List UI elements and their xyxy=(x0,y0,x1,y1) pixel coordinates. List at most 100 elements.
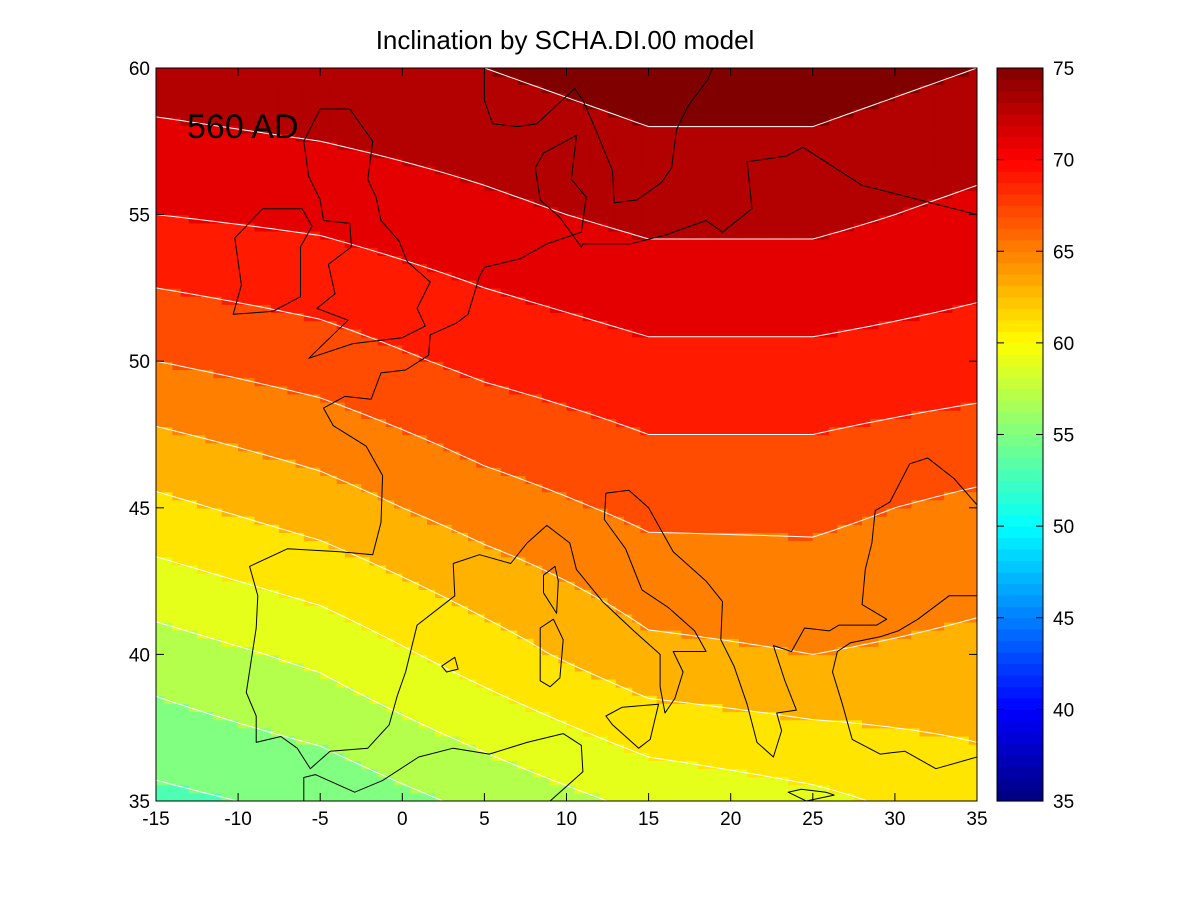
field-cell xyxy=(279,141,289,151)
field-cell xyxy=(533,84,543,94)
field-cell xyxy=(262,458,272,468)
field-cell xyxy=(443,621,453,631)
field-cell xyxy=(418,214,428,224)
field-cell xyxy=(525,629,535,639)
field-cell xyxy=(369,784,379,794)
field-cell xyxy=(279,279,289,289)
field-cell xyxy=(279,752,289,761)
field-cell xyxy=(574,686,584,696)
field-cell xyxy=(426,475,436,485)
field-cell xyxy=(344,515,354,525)
field-cell xyxy=(476,173,486,183)
field-cell xyxy=(320,735,330,745)
field-cell xyxy=(492,532,502,542)
field-cell xyxy=(238,76,248,85)
field-cell xyxy=(164,719,174,729)
field-cell xyxy=(558,198,568,208)
field-cell xyxy=(550,222,559,232)
field-cell xyxy=(426,646,436,656)
field-cell xyxy=(435,442,445,452)
field-cell xyxy=(426,92,436,102)
field-cell xyxy=(254,320,264,330)
field-cell xyxy=(591,475,601,485)
field-cell xyxy=(229,564,239,574)
field-cell xyxy=(574,165,584,175)
field-cell xyxy=(361,638,371,647)
field-cell xyxy=(328,524,338,533)
field-cell xyxy=(287,263,297,273)
field-cell xyxy=(172,426,182,436)
field-cell xyxy=(156,92,165,102)
field-cell xyxy=(525,410,535,419)
field-cell xyxy=(582,467,592,476)
field-cell xyxy=(279,149,289,159)
field-cell xyxy=(459,540,469,550)
field-cell xyxy=(509,776,518,786)
field-cell xyxy=(410,190,420,200)
field-cell xyxy=(320,654,330,664)
field-cell xyxy=(229,287,239,297)
field-cell xyxy=(164,304,174,314)
field-cell xyxy=(599,287,609,297)
field-cell xyxy=(369,524,379,533)
field-cell xyxy=(270,499,280,509)
field-cell xyxy=(451,499,461,509)
field-cell xyxy=(435,239,445,248)
field-cell xyxy=(533,418,543,428)
field-cell xyxy=(353,768,362,778)
field-cell xyxy=(311,776,321,786)
field-cell xyxy=(385,410,395,419)
field-cell xyxy=(517,638,527,647)
field-cell xyxy=(254,467,264,476)
field-cell xyxy=(229,776,239,786)
field-cell xyxy=(525,141,535,151)
field-cell xyxy=(467,524,477,533)
field-cell xyxy=(238,182,248,191)
field-cell xyxy=(180,662,190,672)
field-cell xyxy=(550,784,559,794)
field-cell xyxy=(246,540,256,550)
field-cell xyxy=(197,499,206,509)
field-cell xyxy=(492,458,502,468)
field-cell xyxy=(509,157,518,167)
field-cell xyxy=(336,695,346,704)
field-cell xyxy=(410,418,420,428)
field-cell xyxy=(492,344,502,354)
field-cell xyxy=(270,589,280,599)
field-cell xyxy=(262,361,272,371)
field-cell xyxy=(566,678,576,688)
field-cell xyxy=(180,670,190,680)
field-cell xyxy=(344,296,354,305)
field-cell xyxy=(229,491,239,501)
field-cell xyxy=(353,727,362,737)
field-cell xyxy=(402,287,412,297)
field-cell xyxy=(164,271,174,281)
field-cell xyxy=(205,157,215,167)
field-cell xyxy=(369,182,379,191)
field-cell xyxy=(303,149,313,159)
field-cell xyxy=(385,695,395,704)
field-cell xyxy=(467,638,477,647)
field-cell xyxy=(394,133,403,142)
field-cell xyxy=(377,434,387,444)
field-cell xyxy=(418,532,428,542)
field-cell xyxy=(459,206,469,216)
field-cell xyxy=(262,491,272,501)
field-cell xyxy=(574,556,584,566)
field-cell xyxy=(279,483,289,493)
field-cell xyxy=(197,312,206,322)
field-cell xyxy=(156,686,165,696)
field-cell xyxy=(320,605,330,615)
field-cell xyxy=(164,532,174,542)
field-cell xyxy=(418,556,428,566)
field-cell xyxy=(336,581,346,590)
field-cell xyxy=(509,507,518,517)
field-cell xyxy=(287,206,297,216)
field-cell xyxy=(320,524,330,533)
field-cell xyxy=(295,133,305,142)
field-cell xyxy=(484,369,494,379)
field-cell xyxy=(459,727,469,737)
field-cell xyxy=(435,743,445,753)
field-cell xyxy=(221,247,231,257)
field-cell xyxy=(443,377,453,387)
